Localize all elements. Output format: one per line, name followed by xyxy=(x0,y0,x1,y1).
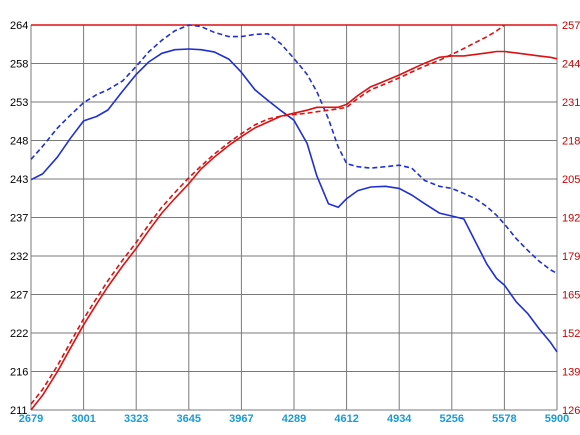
blue-dashed-series-line xyxy=(30,24,558,275)
x-tick-label: 5256 xyxy=(440,413,464,425)
left-tick-label: 253 xyxy=(10,97,28,109)
x-axis-ticks: 2679 3001 3323 3645 3967 4289 4612 4934 5256 5578… xyxy=(19,413,569,425)
x-tick-label: 3323 xyxy=(124,413,148,425)
red-solid-series-line xyxy=(30,50,558,411)
right-tick-label: 139 xyxy=(562,367,580,379)
right-tick-label: 179 xyxy=(562,251,580,263)
x-tick-label: 5900 xyxy=(545,413,569,425)
x-tick-label: 4612 xyxy=(334,413,358,425)
right-tick-label: 165 xyxy=(562,290,580,302)
x-tick-label: 4934 xyxy=(387,413,412,425)
left-tick-label: 211 xyxy=(10,405,28,417)
left-tick-label: 237 xyxy=(10,213,28,225)
red-dashed-series-line xyxy=(30,24,505,405)
x-tick-label: 3001 xyxy=(71,413,95,425)
left-tick-label: 232 xyxy=(10,251,28,263)
right-tick-label: 205 xyxy=(562,174,580,186)
right-tick-label: 192 xyxy=(562,213,580,225)
right-tick-label: 218 xyxy=(562,136,580,148)
left-axis-ticks: 264 258 253 248 243 237 232 227 222 216 211 xyxy=(10,20,28,417)
left-tick-label: 264 xyxy=(10,20,28,32)
series-layer xyxy=(30,24,558,411)
right-tick-label: 257 xyxy=(562,20,580,32)
right-axis-ticks: 257 244 231 218 205 192 179 165 152 139 126 xyxy=(562,20,580,417)
blue-solid-series-line xyxy=(30,48,558,353)
x-tick-label: 5578 xyxy=(492,413,516,425)
left-tick-label: 222 xyxy=(10,328,28,340)
x-tick-label: 3645 xyxy=(177,413,201,425)
right-tick-label: 231 xyxy=(562,97,580,109)
right-tick-label: 126 xyxy=(562,405,580,417)
x-tick-label: 4289 xyxy=(282,413,306,425)
left-tick-label: 258 xyxy=(10,59,28,71)
right-tick-label: 244 xyxy=(562,59,580,71)
grid-lines xyxy=(30,24,558,411)
left-tick-label: 243 xyxy=(10,174,28,186)
x-tick-label: 2679 xyxy=(19,413,43,425)
left-tick-label: 216 xyxy=(10,367,28,379)
right-tick-label: 152 xyxy=(562,328,580,340)
x-tick-label: 3967 xyxy=(229,413,253,425)
left-tick-label: 248 xyxy=(10,136,28,148)
left-tick-label: 227 xyxy=(10,290,28,302)
